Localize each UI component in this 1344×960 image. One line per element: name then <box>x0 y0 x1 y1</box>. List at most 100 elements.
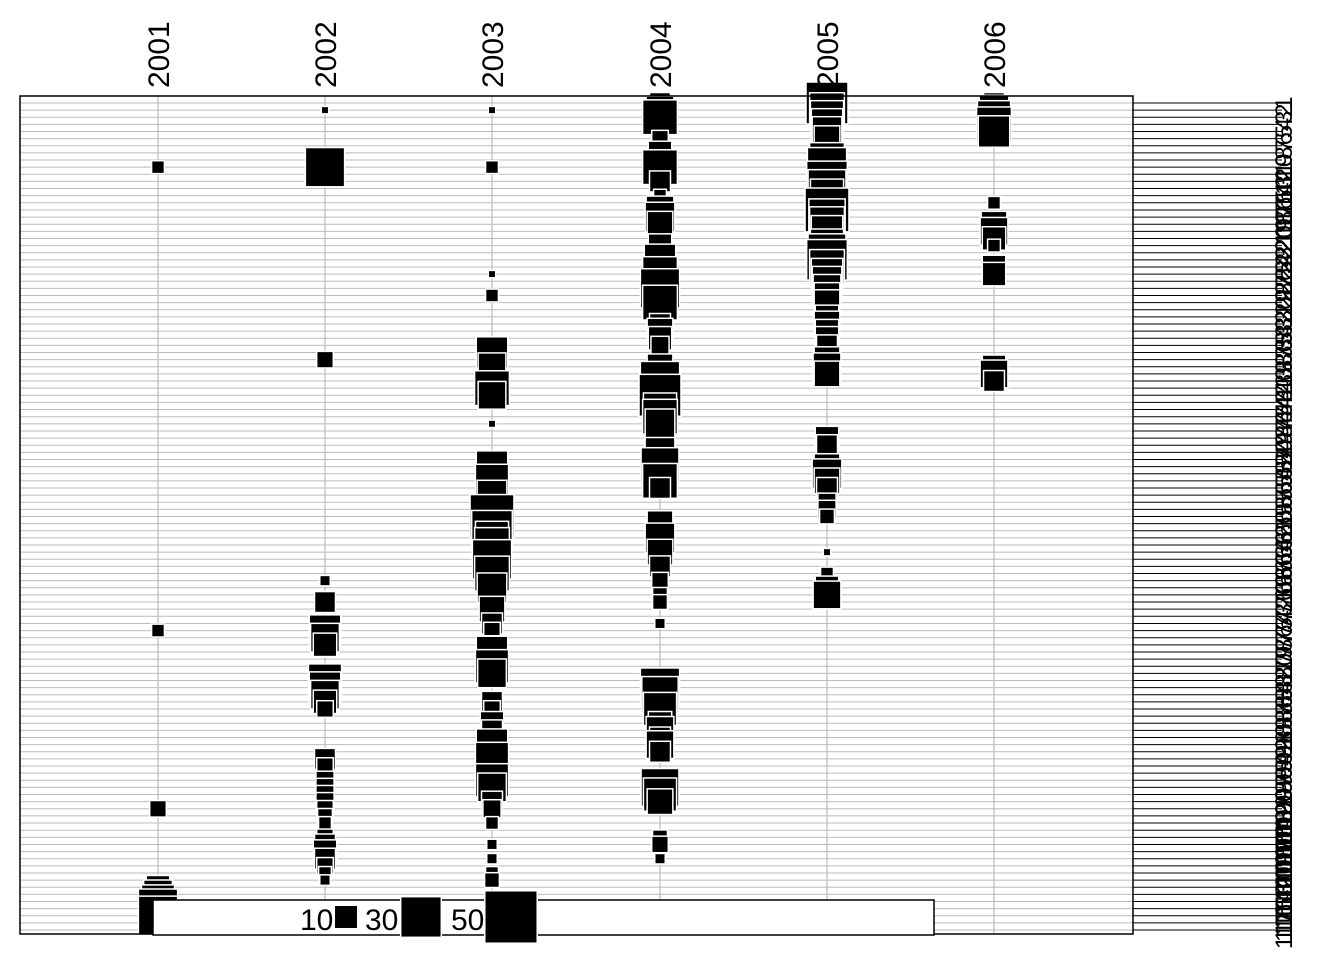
data-square <box>982 369 1006 393</box>
row-label: 15 <box>1271 189 1298 216</box>
row-label: 99 <box>1271 788 1298 815</box>
row-label: 51 <box>1271 446 1298 473</box>
row-label: 35 <box>1271 332 1298 359</box>
row-label: 75 <box>1271 617 1298 644</box>
row-label: 97 <box>1271 774 1298 801</box>
data-square <box>818 508 836 525</box>
row-label: 14 <box>1271 182 1298 209</box>
row-label: 36 <box>1271 339 1298 366</box>
data-square <box>317 815 333 831</box>
data-square <box>312 632 338 658</box>
row-label: 84 <box>1271 681 1298 708</box>
row-label: 18 <box>1271 211 1298 238</box>
row-label: 7 <box>1271 139 1298 152</box>
row-label: 58 <box>1271 496 1298 523</box>
column-label-layer: 2001 2002 2003 2004 2005 2006 <box>143 21 1012 88</box>
row-label: 64 <box>1271 539 1298 566</box>
row-label: 96 <box>1271 767 1298 794</box>
row-label: 77 <box>1271 631 1298 658</box>
data-square <box>484 288 500 303</box>
row-label: 95 <box>1271 760 1298 787</box>
row-label: 28 <box>1271 282 1298 309</box>
data-square <box>986 238 1002 253</box>
row-label: 4 <box>1271 118 1298 131</box>
row-label: 23 <box>1271 246 1298 273</box>
row-label: 21 <box>1271 232 1298 259</box>
row-label: 48 <box>1271 425 1298 452</box>
row-label-layer: 1234567891011121314151617181920212223242… <box>1271 96 1298 949</box>
row-label: 6 <box>1271 132 1298 145</box>
plot-frame <box>19 95 1134 935</box>
row-label: 44 <box>1271 396 1298 423</box>
row-label: 45 <box>1271 403 1298 430</box>
row-label: 82 <box>1271 667 1298 694</box>
row-label: 105 <box>1271 824 1298 864</box>
row-label: 13 <box>1271 175 1298 202</box>
row-label: 115 <box>1271 897 1298 935</box>
column-label: 2004 <box>645 21 678 88</box>
row-label: 70 <box>1271 582 1298 609</box>
row-label: 59 <box>1271 503 1298 530</box>
data-square <box>654 852 666 865</box>
column-label: 2003 <box>477 21 510 88</box>
row-label: 37 <box>1271 346 1298 373</box>
row-label: 54 <box>1271 468 1298 495</box>
row-label: 39 <box>1271 361 1298 388</box>
legend-square <box>399 895 443 939</box>
grid-layer <box>20 96 1133 934</box>
row-label: 9 <box>1271 153 1298 166</box>
row-label: 34 <box>1271 325 1298 352</box>
data-square <box>484 815 500 831</box>
row-label: 91 <box>1271 731 1298 758</box>
row-label: 32 <box>1271 311 1298 338</box>
data-square <box>650 335 670 356</box>
row-label: 102 <box>1271 803 1298 843</box>
data-square <box>319 874 331 887</box>
row-label: 40 <box>1271 368 1298 395</box>
row-label: 94 <box>1271 753 1298 780</box>
data-square <box>812 580 842 610</box>
row-tick-layer <box>1133 102 1282 931</box>
data-square <box>315 350 335 369</box>
row-label: 19 <box>1271 218 1298 245</box>
row-label: 25 <box>1271 261 1298 288</box>
row-label: 41 <box>1271 375 1298 402</box>
data-square <box>313 590 337 614</box>
row-label: 93 <box>1271 746 1298 773</box>
row-label: 30 <box>1271 296 1298 323</box>
data-square <box>648 476 672 500</box>
row-label: 68 <box>1271 567 1298 594</box>
row-label: 88 <box>1271 710 1298 737</box>
data-square <box>813 360 841 388</box>
row-label: 83 <box>1271 674 1298 701</box>
column-label: 2005 <box>812 21 845 88</box>
row-label: 80 <box>1271 653 1298 680</box>
legend-label: 30 <box>365 904 398 937</box>
row-label: 62 <box>1271 525 1298 552</box>
data-square <box>148 799 168 818</box>
row-label: 89 <box>1271 717 1298 744</box>
data-square <box>320 105 330 115</box>
row-label: 111 <box>1271 869 1298 905</box>
row-label: 52 <box>1271 453 1298 480</box>
row-label: 101 <box>1271 796 1298 836</box>
legend-label: 50 <box>451 904 484 937</box>
row-label: 3 <box>1271 111 1298 124</box>
row-label: 46 <box>1271 410 1298 437</box>
data-square <box>487 269 497 279</box>
data-square <box>487 419 497 429</box>
row-label: 26 <box>1271 268 1298 295</box>
row-label: 74 <box>1271 610 1298 637</box>
data-square <box>315 699 335 719</box>
row-label: 24 <box>1271 254 1298 281</box>
row-label: 2 <box>1271 103 1298 116</box>
row-label: 16 <box>1271 197 1298 224</box>
data-square <box>476 658 508 689</box>
row-label: 38 <box>1271 353 1298 380</box>
row-label: 5 <box>1271 125 1298 138</box>
row-label: 20 <box>1271 225 1298 252</box>
row-label: 53 <box>1271 460 1298 487</box>
row-label: 86 <box>1271 696 1298 723</box>
row-label: 8 <box>1271 146 1298 159</box>
data-square <box>484 159 500 175</box>
